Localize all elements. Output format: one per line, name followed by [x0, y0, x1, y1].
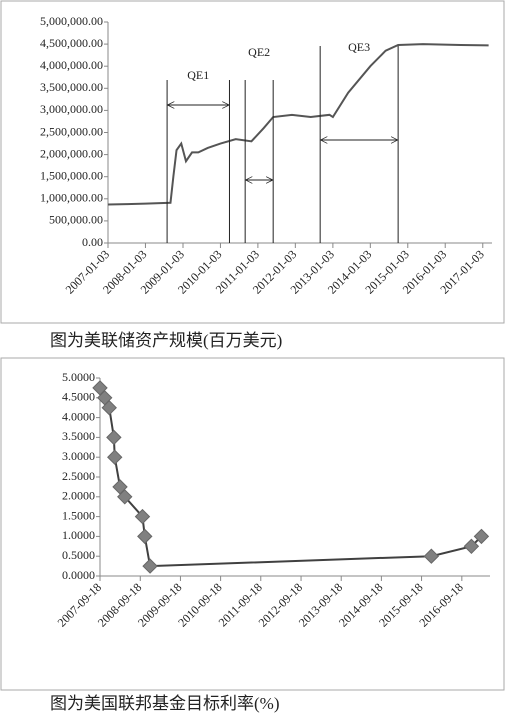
y-tick-label: 0.00	[82, 235, 103, 249]
y-tick-label: 4.0000	[62, 409, 95, 423]
y-tick-label: 2,000,000.00	[40, 146, 103, 160]
chart-frame	[0, 0, 505, 324]
y-tick-label: 2.0000	[62, 489, 95, 503]
y-tick-label: 3,500,000.00	[40, 80, 103, 94]
y-tick-label: 2,500,000.00	[40, 124, 103, 138]
marker	[117, 489, 133, 505]
y-tick-label: 3.5000	[62, 429, 95, 443]
y-tick-label: 2.5000	[62, 469, 95, 483]
line	[99, 387, 483, 568]
y-tick-label: 4,500,000.00	[40, 36, 103, 50]
y-tick-label: 1,500,000.00	[40, 168, 103, 182]
marker	[134, 508, 151, 525]
y-tick-label: 4,000,000.00	[40, 58, 103, 72]
y-tick-label: 0.0000	[62, 568, 95, 582]
y-tick-label: 5,000,000.00	[40, 14, 103, 28]
y-tick-label: 4.5000	[62, 390, 95, 404]
marker	[423, 548, 440, 564]
y-tick-label: 500,000.00	[49, 213, 103, 227]
y-tick-label: 1.5000	[62, 508, 95, 522]
marker	[107, 449, 123, 465]
marker	[473, 528, 490, 545]
marker	[142, 558, 158, 574]
marker	[137, 528, 153, 545]
y-tick-label: 5.0000	[62, 370, 95, 384]
chart-frame	[0, 357, 505, 691]
marker	[463, 538, 480, 555]
y-tick-label: 3,000,000.00	[40, 102, 103, 116]
qe-label: QE3	[348, 40, 370, 54]
y-tick-label: 3.0000	[62, 449, 95, 463]
y-tick-label: 1.0000	[62, 528, 95, 542]
marker	[106, 429, 122, 446]
marker	[101, 399, 117, 416]
y-tick-label: 0.5000	[62, 548, 95, 562]
caption: 图为美国联邦基金目标利率(%)	[50, 694, 279, 713]
qe-label: QE2	[248, 45, 270, 59]
caption: 图为美联储资产规模(百万美元)	[50, 331, 282, 350]
qe-label: QE1	[187, 68, 209, 82]
line	[107, 43, 489, 206]
y-tick-label: 1,000,000.00	[40, 191, 103, 205]
x-tick-label: 2016-09-18	[416, 580, 465, 629]
